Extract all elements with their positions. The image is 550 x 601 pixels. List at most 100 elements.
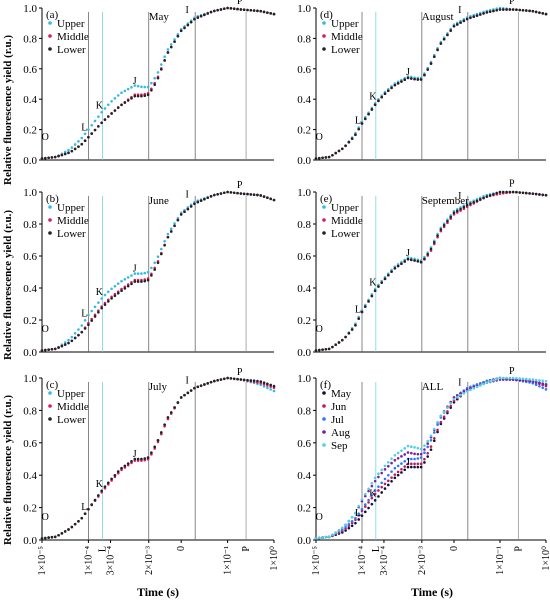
y-axis-label-top: Relative fluorescence yield (r.u.) (2, 35, 14, 185)
data-point (446, 33, 449, 37)
data-point (80, 516, 84, 520)
data-point (113, 473, 117, 477)
legend-marker (322, 21, 326, 25)
data-point (136, 94, 140, 98)
month-label: ALL (422, 381, 444, 393)
panel-label: (b) (46, 193, 59, 205)
data-point (160, 68, 163, 71)
data-point (113, 97, 117, 100)
data-point (393, 83, 397, 87)
data-point (40, 157, 44, 160)
data-point (485, 11, 489, 14)
legend-entry: Jul (331, 414, 344, 426)
legend-marker (48, 47, 52, 51)
data-point (383, 468, 387, 471)
data-point (400, 455, 403, 458)
data-point (70, 339, 74, 343)
y-tick-label: 0.8 (23, 219, 37, 231)
data-point (272, 389, 276, 393)
data-point (150, 274, 153, 277)
data-point (528, 378, 531, 381)
data-point (347, 331, 351, 335)
panel-d: 0.0 0.2 0.4 0.6 0.8 1.0 O L K J I P (d) August UpperMi… (297, 0, 548, 167)
data-point (156, 71, 160, 74)
data-point (396, 464, 400, 468)
data-point (419, 462, 423, 466)
data-point (528, 192, 531, 195)
data-point (544, 388, 548, 391)
data-point (90, 319, 94, 322)
data-point (531, 378, 535, 382)
data-point (259, 380, 263, 383)
data-point (370, 484, 374, 488)
data-point (266, 382, 269, 386)
data-point (87, 323, 90, 327)
data-point (169, 230, 173, 233)
data-point (133, 94, 137, 98)
data-point (436, 428, 439, 432)
data-point (222, 7, 226, 11)
y-tick-label: 1.0 (297, 373, 311, 385)
data-point (390, 461, 393, 465)
data-point (232, 7, 236, 11)
legend-marker (322, 47, 326, 51)
data-point (377, 495, 380, 498)
data-point (331, 345, 334, 349)
data-point (390, 86, 393, 90)
data-point (482, 12, 485, 15)
data-point (455, 23, 459, 26)
data-point (383, 464, 387, 468)
phase-label-p: P (237, 367, 243, 378)
y-tick-label: 0.4 (297, 94, 311, 106)
data-point (544, 383, 548, 386)
data-point (426, 455, 430, 458)
legend-entry: Lower (331, 228, 360, 240)
month-label: July (149, 381, 168, 393)
data-point (367, 487, 370, 491)
y-tick-label: 0.6 (297, 64, 311, 76)
data-point (400, 449, 403, 452)
data-point (213, 193, 216, 197)
phase-label-o: O (42, 512, 49, 523)
data-point (544, 379, 548, 383)
data-point (363, 492, 367, 496)
data-point (538, 384, 541, 388)
data-point (383, 92, 387, 95)
data-point (160, 247, 163, 251)
series-sep (314, 376, 548, 540)
data-point (482, 196, 485, 200)
data-point (60, 153, 64, 157)
data-point (153, 76, 156, 80)
data-point (327, 347, 331, 351)
data-point (113, 284, 117, 288)
data-point (97, 115, 100, 118)
x-tick-label: 1×10⁻⁵ (37, 546, 48, 575)
data-point (206, 382, 210, 385)
data-point (393, 453, 397, 457)
data-point (163, 59, 166, 62)
data-point (426, 439, 430, 443)
data-point (169, 411, 173, 414)
data-point (140, 457, 143, 461)
phase-label-k: K (369, 489, 377, 500)
data-point (354, 133, 357, 137)
x-tick-label: 0 (176, 546, 187, 551)
data-point (462, 391, 466, 395)
data-point (419, 78, 423, 81)
data-point (518, 191, 522, 194)
data-point (426, 68, 430, 71)
data-point (380, 471, 384, 475)
data-point (390, 270, 393, 273)
data-point (373, 489, 377, 493)
data-point (449, 404, 453, 408)
series-lower (40, 6, 276, 160)
data-point (416, 259, 420, 263)
data-point (80, 136, 84, 140)
data-point (478, 13, 482, 16)
data-point (383, 277, 387, 281)
data-point (166, 51, 170, 54)
data-point (383, 487, 387, 490)
data-point (413, 77, 416, 81)
data-point (116, 470, 120, 473)
data-point (262, 195, 266, 198)
